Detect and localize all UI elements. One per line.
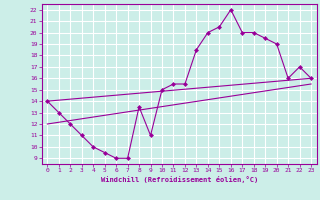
- X-axis label: Windchill (Refroidissement éolien,°C): Windchill (Refroidissement éolien,°C): [100, 176, 258, 183]
